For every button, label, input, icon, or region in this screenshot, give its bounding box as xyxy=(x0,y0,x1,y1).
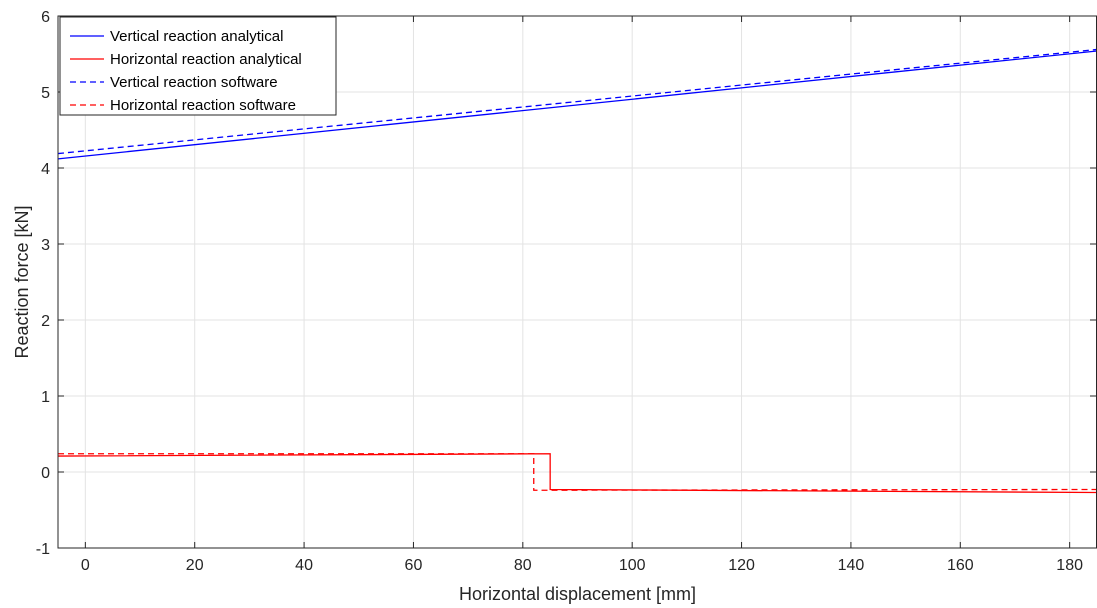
y-tick-label: 4 xyxy=(41,161,50,178)
series-group xyxy=(57,48,1097,494)
x-axis-ticks: 0 20 40 60 80 100 120 140 160 180 xyxy=(81,16,1083,574)
x-tick-label: 100 xyxy=(619,557,646,574)
x-tick-label: 20 xyxy=(186,557,204,574)
y-tick-label: 1 xyxy=(41,389,50,406)
legend-box xyxy=(59,16,337,116)
x-axis-label: Horizontal displacement [mm] xyxy=(459,584,696,604)
x-tick-label: 140 xyxy=(838,557,865,574)
legend-label: Vertical reaction analytical xyxy=(110,28,283,45)
y-tick-label: 2 xyxy=(41,313,50,330)
y-axis-ticks: -1 0 1 2 3 4 5 6 xyxy=(36,9,1096,558)
series-line-3 xyxy=(57,48,1097,155)
x-tick-label: 80 xyxy=(514,557,532,574)
x-tick-label: 160 xyxy=(947,557,974,574)
x-tick-label: 60 xyxy=(405,557,423,574)
x-tick-label: 180 xyxy=(1056,557,1083,574)
x-tick-label: 0 xyxy=(81,557,90,574)
y-tick-label: -1 xyxy=(36,541,50,558)
legend-label: Horizontal reaction software xyxy=(110,97,296,114)
y-tick-label: 6 xyxy=(41,9,50,26)
y-tick-label: 5 xyxy=(41,85,50,102)
legend-label: Vertical reaction software xyxy=(110,74,278,91)
series-line-4 xyxy=(58,453,1097,491)
legend-label: Horizontal reaction analytical xyxy=(110,51,302,68)
series-line-2 xyxy=(57,453,1097,494)
legend: Vertical reaction analytical Horizontal r… xyxy=(59,16,337,116)
y-tick-label: 0 xyxy=(41,465,50,482)
y-tick-label: 3 xyxy=(41,237,50,254)
x-tick-label: 120 xyxy=(728,557,755,574)
series-line-1 xyxy=(57,50,1097,160)
y-axis-label: Reaction force [kN] xyxy=(12,205,32,358)
x-tick-label: 40 xyxy=(295,557,313,574)
